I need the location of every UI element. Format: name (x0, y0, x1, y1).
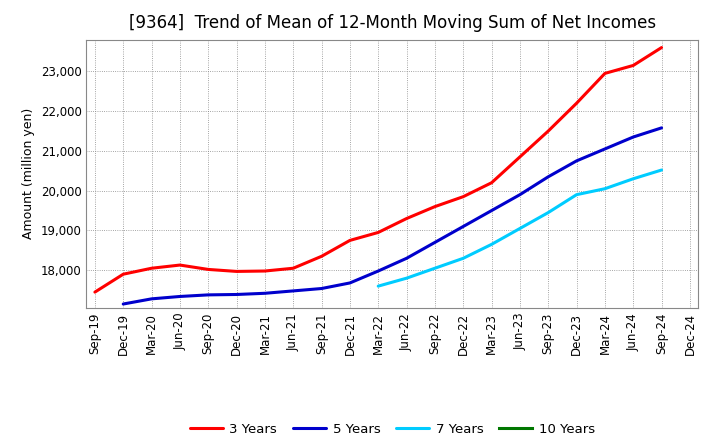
3 Years (119, 271, 127, 277)
7 Years (572, 192, 581, 197)
5 Years (204, 292, 212, 297)
5 Years (289, 288, 297, 293)
3 Years (459, 194, 467, 199)
7 Years (459, 256, 467, 261)
5 Years (544, 174, 552, 180)
5 Years (119, 301, 127, 307)
7 Years (374, 283, 382, 289)
3 Years (318, 254, 326, 259)
5 Years (572, 158, 581, 164)
7 Years (544, 210, 552, 215)
5 Years (233, 292, 241, 297)
5 Years (374, 268, 382, 274)
7 Years (629, 176, 637, 181)
5 Years (318, 286, 326, 291)
7 Years (516, 226, 524, 231)
3 Years (544, 128, 552, 134)
3 Years (176, 262, 184, 268)
5 Years (657, 125, 666, 131)
3 Years (516, 154, 524, 160)
Line: 7 Years: 7 Years (378, 170, 662, 286)
3 Years (487, 180, 496, 185)
5 Years (176, 294, 184, 299)
5 Years (346, 280, 354, 286)
Line: 3 Years: 3 Years (95, 48, 662, 292)
3 Years (402, 216, 411, 221)
3 Years (572, 101, 581, 106)
7 Years (600, 186, 609, 191)
5 Years (487, 208, 496, 213)
3 Years (374, 230, 382, 235)
3 Years (148, 266, 156, 271)
Title: [9364]  Trend of Mean of 12-Month Moving Sum of Net Incomes: [9364] Trend of Mean of 12-Month Moving … (129, 15, 656, 33)
5 Years (600, 147, 609, 152)
3 Years (657, 45, 666, 50)
3 Years (346, 238, 354, 243)
3 Years (204, 267, 212, 272)
5 Years (516, 192, 524, 197)
5 Years (148, 296, 156, 301)
3 Years (91, 290, 99, 295)
5 Years (431, 240, 439, 245)
3 Years (289, 266, 297, 271)
5 Years (402, 256, 411, 261)
3 Years (629, 63, 637, 68)
5 Years (629, 134, 637, 139)
5 Years (261, 291, 269, 296)
Legend: 3 Years, 5 Years, 7 Years, 10 Years: 3 Years, 5 Years, 7 Years, 10 Years (184, 418, 600, 440)
3 Years (431, 204, 439, 209)
7 Years (431, 266, 439, 271)
5 Years (459, 224, 467, 229)
7 Years (657, 167, 666, 172)
7 Years (402, 275, 411, 281)
3 Years (261, 268, 269, 274)
3 Years (600, 71, 609, 76)
Line: 5 Years: 5 Years (123, 128, 662, 304)
Y-axis label: Amount (million yen): Amount (million yen) (22, 108, 35, 239)
3 Years (233, 269, 241, 274)
7 Years (487, 242, 496, 247)
